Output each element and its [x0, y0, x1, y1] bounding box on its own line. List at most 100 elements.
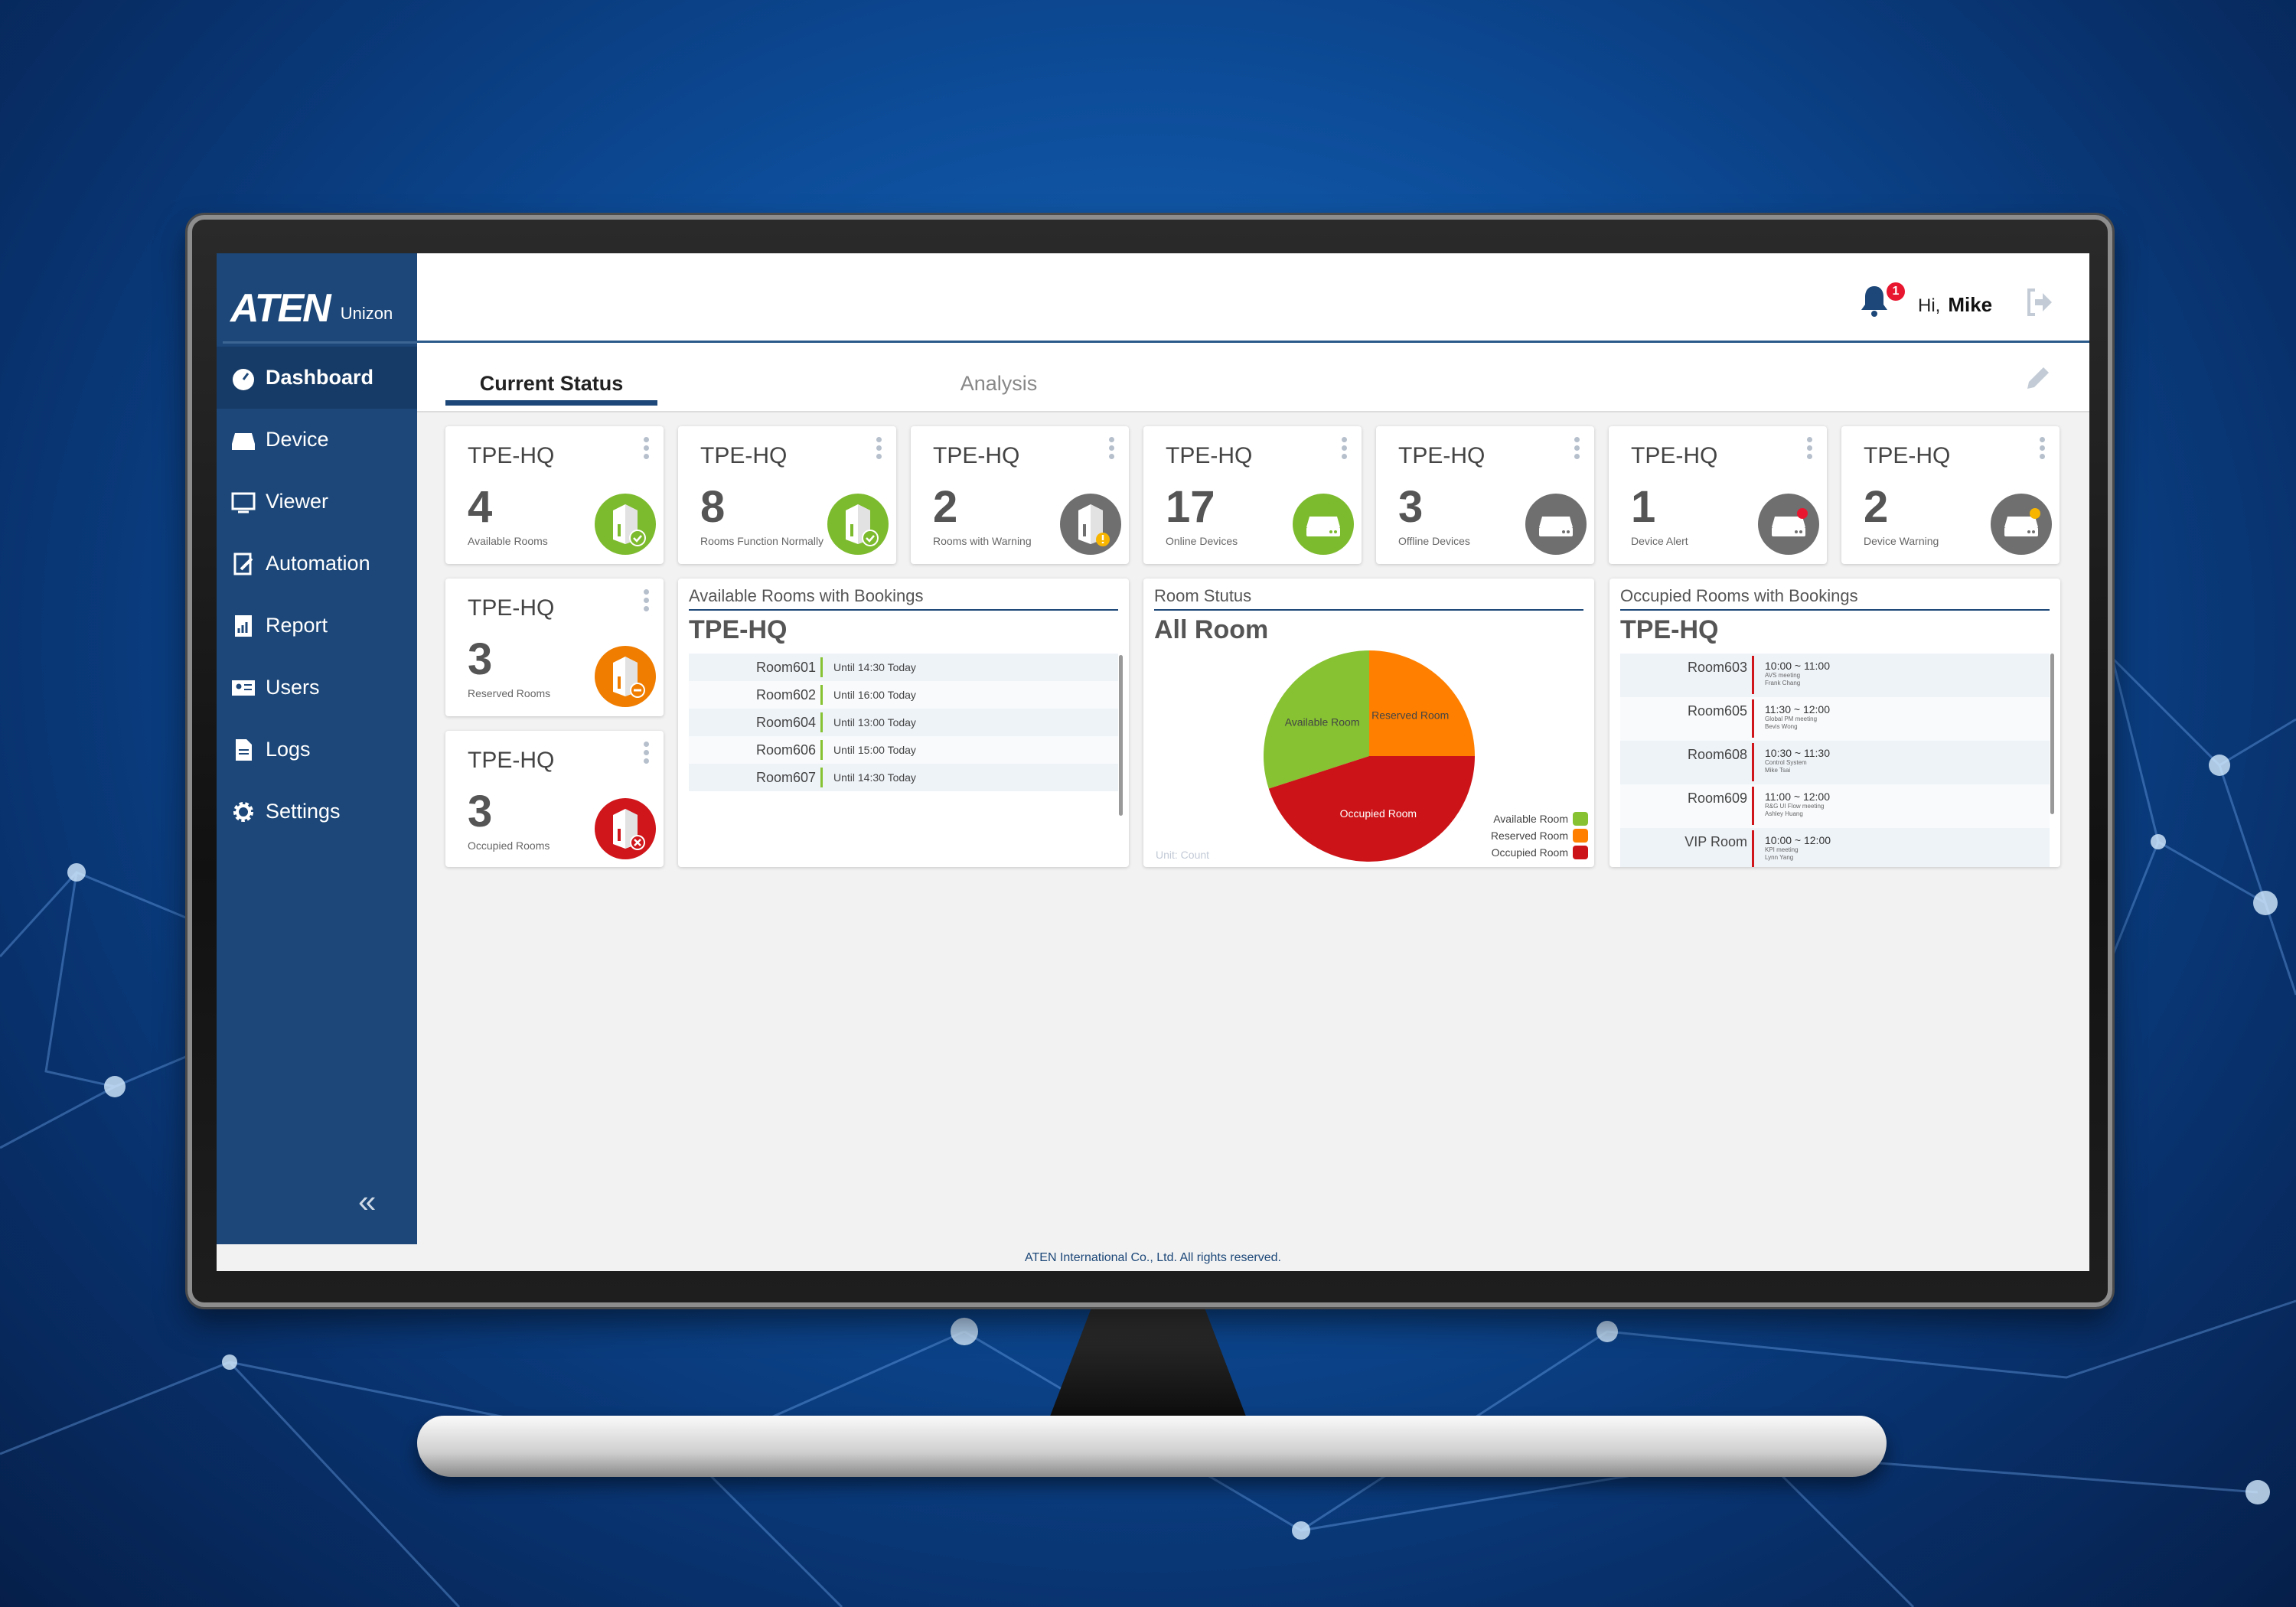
more-options-icon[interactable]	[1574, 437, 1581, 462]
status-card[interactable]: TPE-HQ 8 Rooms Function Normally	[678, 426, 896, 564]
available-room-row[interactable]: Room604 Until 13:00 Today	[689, 709, 1118, 736]
more-options-icon[interactable]	[643, 742, 651, 767]
tab-analysis[interactable]: Analysis	[960, 372, 1038, 395]
card-label: Rooms Function Normally	[700, 535, 824, 547]
bell-icon[interactable]	[1860, 284, 1889, 318]
occupied-room-row[interactable]: Room609 11:00 ~ 12:00 R&G UI Flow meeting A…	[1620, 784, 2050, 828]
occupied-room-row[interactable]: Room608 10:30 ~ 11:30 Control System Mike T…	[1620, 741, 2050, 784]
panel-site: TPE-HQ	[689, 615, 788, 644]
sidebar-item-logs[interactable]: Logs	[217, 719, 417, 781]
card-title: TPE-HQ	[1864, 443, 1951, 468]
booking-time: 10:30 ~ 11:30	[1765, 747, 1830, 759]
sidebar-item-settings[interactable]: Settings	[217, 781, 417, 843]
card-label: Reserved Rooms	[468, 687, 551, 699]
card-value: 4	[468, 482, 493, 532]
occupied-room-row[interactable]: Room605 11:30 ~ 12:00 Global PM meeting Bev…	[1620, 697, 2050, 741]
meeting-host: Frank Chang	[1765, 680, 1801, 686]
automation-icon	[233, 553, 253, 575]
status-card[interactable]: TPE-HQ 17 Online Devices	[1143, 426, 1362, 564]
panel-heading: Available Rooms with Bookings	[689, 586, 1118, 611]
more-options-icon[interactable]	[1341, 437, 1349, 462]
room-name: Room601	[755, 659, 816, 675]
dashboard-icon	[233, 368, 254, 390]
meeting-host: Lynn Yang	[1765, 854, 1794, 861]
more-options-icon[interactable]	[643, 589, 651, 614]
device-icon	[232, 432, 255, 450]
occupied-rooms-panel: Occupied Rooms with Bookings TPE-HQ Room…	[1609, 579, 2060, 867]
available-room-row[interactable]: Room601 Until 14:30 Today	[689, 654, 1118, 681]
card-title: TPE-HQ	[1631, 443, 1718, 468]
user-name[interactable]: Mike	[1948, 293, 1993, 316]
legend-item[interactable]: Available Room	[1491, 810, 1588, 827]
device-alert-icon	[1758, 494, 1819, 555]
meeting-host: Ashley Huang	[1765, 810, 1803, 817]
pie-slice-reserved-room[interactable]	[1369, 650, 1475, 756]
viewer-icon	[231, 492, 256, 513]
status-card[interactable]: TPE-HQ 3 Occupied Rooms	[445, 731, 664, 867]
chart-unit: Unit: Count	[1156, 849, 1210, 861]
card-title: TPE-HQ	[468, 748, 555, 773]
card-value: 3	[468, 787, 493, 836]
status-card[interactable]: TPE-HQ 4 Available Rooms	[445, 426, 664, 564]
status-bar	[1752, 830, 1754, 867]
pie-slice-occupied-room[interactable]	[1268, 756, 1475, 862]
sidebar-item-label: Automation	[266, 552, 370, 575]
more-options-icon[interactable]	[643, 437, 651, 462]
device-warning-icon	[1991, 494, 2052, 555]
room-name: Room606	[755, 742, 816, 758]
meeting-host: Mike Tsai	[1765, 767, 1791, 774]
pie-slice-available-room[interactable]	[1264, 650, 1369, 789]
edit-pencil-icon[interactable]	[2024, 364, 2052, 392]
card-title: TPE-HQ	[933, 443, 1020, 468]
status-card[interactable]: TPE-HQ 2 Device Warning	[1841, 426, 2060, 564]
tab-current-status[interactable]: Current Status	[445, 372, 657, 406]
sidebar-item-dashboard[interactable]: Dashboard	[217, 347, 417, 409]
sidebar-item-users[interactable]: Users	[217, 657, 417, 719]
more-options-icon[interactable]	[876, 437, 883, 462]
sidebar-item-automation[interactable]: Automation	[217, 533, 417, 595]
status-card[interactable]: TPE-HQ 3 Reserved Rooms	[445, 579, 664, 716]
monitor-stand-base	[417, 1416, 1887, 1477]
status-bar	[1752, 656, 1754, 694]
device-none-icon	[1525, 494, 1587, 555]
chart-legend: Available Room Reserved Room Occupied Room	[1491, 810, 1588, 861]
room-name: Room603	[1687, 660, 1747, 675]
status-card[interactable]: TPE-HQ 3 Offline Devices	[1376, 426, 1594, 564]
meeting-host: Bevis Wong	[1765, 723, 1798, 730]
occupied-room-row[interactable]: VIP Room 10:00 ~ 12:00 KPI meeting Lynn Yan…	[1620, 828, 2050, 867]
status-card[interactable]: TPE-HQ 1 Device Alert	[1609, 426, 1827, 564]
room-name: Room607	[755, 769, 816, 785]
status-bar	[820, 657, 823, 677]
meeting-name: Control System	[1765, 759, 1807, 766]
more-options-icon[interactable]	[1108, 437, 1116, 462]
available-room-row[interactable]: Room607 Until 14:30 Today	[689, 764, 1118, 791]
sidebar-item-viewer[interactable]: Viewer	[217, 471, 417, 533]
sidebar-item-device[interactable]: Device	[217, 409, 417, 471]
more-options-icon[interactable]	[1806, 437, 1814, 462]
room-check-icon	[827, 494, 889, 555]
room-name: Room608	[1687, 747, 1747, 762]
logout-icon[interactable]	[2024, 287, 2055, 318]
sidebar-item-report[interactable]: Report	[217, 595, 417, 657]
room-name: Room602	[755, 686, 816, 702]
more-options-icon[interactable]	[2039, 437, 2047, 462]
collapse-sidebar-button[interactable]: «	[358, 1183, 377, 1219]
panel-heading: Room Stutus	[1154, 586, 1583, 611]
card-value: 2	[933, 482, 958, 532]
room-check-icon	[595, 494, 656, 555]
card-label: Occupied Rooms	[468, 839, 550, 852]
occupied-room-row[interactable]: Room603 10:00 ~ 11:00 AVS meeting Frank Cha…	[1620, 654, 2050, 697]
room-until: Until 14:30 Today	[833, 771, 916, 784]
card-title: TPE-HQ	[700, 443, 788, 468]
legend-item[interactable]: Reserved Room	[1491, 827, 1588, 844]
scrollbar[interactable]	[2050, 654, 2054, 814]
available-room-row[interactable]: Room602 Until 16:00 Today	[689, 681, 1118, 709]
greeting-text: Hi,	[1918, 295, 1941, 316]
legend-item[interactable]: Occupied Room	[1491, 844, 1588, 861]
card-value: 17	[1166, 482, 1215, 532]
status-card[interactable]: TPE-HQ 2 Rooms with Warning	[911, 426, 1129, 564]
sidebar-nav: Dashboard Device Viewer Automation Report Use…	[217, 347, 417, 843]
scrollbar[interactable]	[1119, 655, 1123, 816]
available-room-row[interactable]: Room606 Until 15:00 Today	[689, 736, 1118, 764]
user-greeting: Hi, Mike	[1918, 293, 1992, 317]
